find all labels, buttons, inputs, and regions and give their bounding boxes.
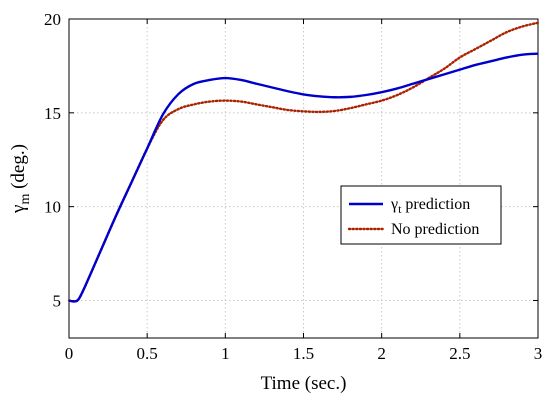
legend-box [340,185,502,245]
tick-labels: 0 0.5 1 1.5 2 2.5 3 5 10 15 20 [44,10,542,363]
x-tick-label: 1 [221,344,230,363]
y-axis-label: γm (deg.) [8,144,33,214]
x-tick-label: 0.5 [137,344,158,363]
x-tick-label: 2 [377,344,386,363]
y-axis-label-main: γ [8,205,29,214]
x-axis-label: Time (sec.) [261,373,347,394]
legend-entry-gamma-t-main: γ [390,196,398,213]
legend-entry-gamma-t-sub: t [398,202,402,216]
legend-entry-gamma-t-rest: prediction [401,196,470,213]
legend: γt prediction No prediction [340,185,502,245]
x-tick-label: 1.5 [293,344,314,363]
x-tick-label: 3 [534,344,543,363]
y-axis-label-sub: m [18,194,33,205]
y-tick-label: 5 [53,291,62,310]
legend-entry-no-prediction: No prediction [391,221,479,238]
series-gamma-t-prediction-line [68,52,539,303]
y-tick-label: 20 [44,10,61,29]
x-tick-label: 0 [65,344,74,363]
series-lines [67,21,540,303]
y-tick-label: 15 [44,104,61,123]
x-tick-label: 2.5 [449,344,470,363]
y-axis-label-rest: (deg.) [8,144,29,194]
legend-entry-gamma-t-prediction: γt prediction [390,196,470,216]
y-tick-label: 10 [44,198,61,217]
